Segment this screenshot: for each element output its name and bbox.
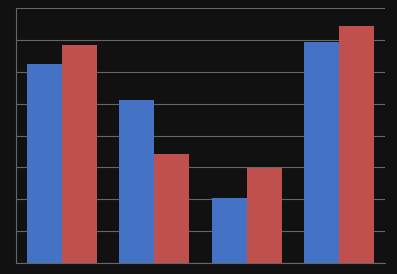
Bar	[304, 42, 339, 263]
Bar	[247, 169, 282, 263]
Bar	[27, 64, 62, 263]
Bar	[212, 198, 247, 263]
Bar	[154, 154, 189, 263]
Bar	[119, 100, 154, 263]
Bar	[62, 45, 97, 263]
Bar	[339, 26, 374, 263]
